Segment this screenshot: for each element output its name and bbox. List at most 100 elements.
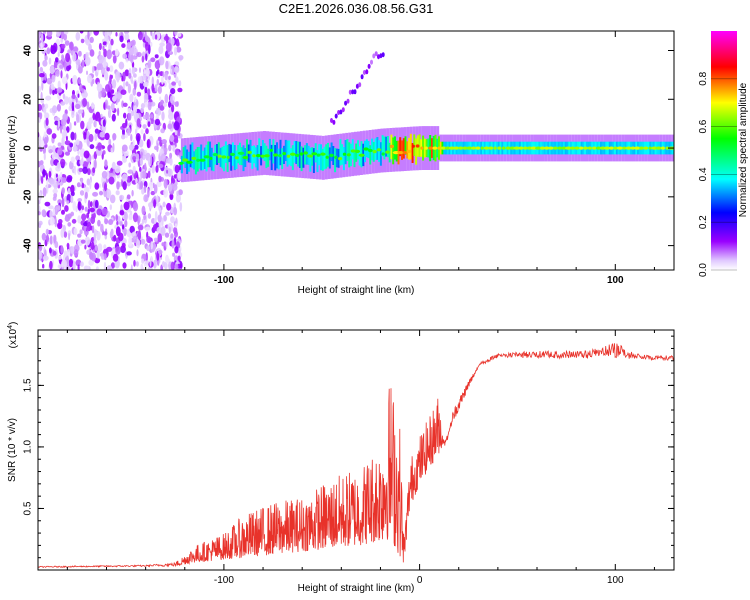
heatmap-cell — [119, 210, 125, 216]
heatmap-cell — [401, 140, 403, 160]
heatmap-cell — [230, 152, 235, 156]
heatmap-cell — [108, 31, 112, 37]
heatmap-cell — [174, 246, 179, 254]
heatmap-cell — [126, 251, 132, 256]
heatmap-cell — [72, 46, 79, 52]
heatmap-cell — [115, 214, 118, 222]
heatmap-cell — [42, 187, 47, 197]
heatmap-cell — [392, 137, 395, 165]
heatmap-cell — [54, 120, 59, 126]
heatmap-cell — [174, 129, 178, 136]
heatmap-cell — [171, 178, 176, 184]
heatmap-cell — [142, 153, 146, 161]
heatmap-cell — [77, 264, 80, 270]
heatmap-cell — [63, 231, 68, 238]
heatmap-cell — [246, 139, 248, 161]
heatmap-cell — [153, 184, 158, 194]
heatmap-cell — [159, 96, 162, 101]
heatmap-cell — [103, 102, 106, 110]
heatmap-cell — [80, 38, 85, 44]
heatmap-cell — [557, 146, 562, 150]
heatmap-cell — [178, 161, 184, 165]
heatmap-cell — [74, 132, 77, 141]
heatmap-cell — [97, 142, 103, 151]
heatmap-cell — [339, 139, 342, 166]
heatmap-cell — [587, 146, 593, 150]
heatmap-cell — [126, 127, 131, 136]
heatmap-cell — [256, 145, 259, 171]
heatmap-cell — [376, 148, 382, 152]
heatmap-cell — [173, 46, 178, 56]
heatmap-cell — [39, 160, 44, 166]
heatmap-cell — [217, 154, 222, 158]
heatmap-cell — [79, 190, 85, 196]
heatmap-cell — [176, 41, 180, 47]
heatmap-cell — [51, 74, 56, 83]
heatmap-cell — [252, 154, 256, 158]
heatmap-cell — [108, 138, 112, 146]
heatmap-cell — [150, 156, 153, 165]
heatmap-cell — [288, 140, 291, 165]
heatmap-cell — [574, 146, 580, 150]
heatmap-cell — [122, 157, 127, 163]
heatmap-cell — [386, 136, 389, 158]
heatmap-cell — [50, 158, 55, 167]
heatmap-cell — [116, 160, 123, 166]
heatmap-cell — [226, 155, 230, 159]
heatmap-cell — [153, 259, 157, 269]
heatmap-cell — [76, 139, 80, 146]
heatmap-cell — [161, 217, 164, 227]
heatmap-cell — [609, 146, 614, 150]
heatmap-cell — [122, 80, 126, 91]
heatmap-cell — [82, 98, 88, 107]
heatmap-cell — [57, 52, 60, 57]
heatmap-cell — [334, 155, 338, 159]
heatmap-cell — [73, 249, 79, 257]
heatmap-cell — [60, 228, 65, 238]
heatmap-cell — [57, 255, 62, 260]
heatmap-cell — [72, 74, 78, 85]
heatmap-cell — [341, 107, 345, 113]
heatmap-cell — [154, 210, 158, 221]
heatmap-cell — [91, 102, 95, 110]
heatmap-cell — [48, 149, 53, 154]
heatmap-cell — [88, 43, 92, 52]
heatmap-cell — [82, 166, 88, 174]
heatmap-cell — [73, 121, 77, 126]
heatmap-cell — [158, 45, 164, 55]
colorbar-tick-label: 0.2 — [698, 215, 709, 229]
heatmap-cell — [135, 261, 139, 267]
heatmap-cell — [346, 98, 350, 104]
heatmap-cell — [38, 103, 42, 112]
colorbar-tick-label: 0.6 — [698, 119, 709, 133]
heatmap-cell — [132, 165, 136, 174]
heatmap-cell — [143, 194, 149, 203]
heatmap-cell — [142, 74, 147, 81]
heatmap-cell — [286, 154, 291, 158]
heatmap-cell — [397, 151, 404, 155]
heatmap-cell — [104, 159, 108, 168]
heatmap-cell — [203, 155, 210, 159]
heatmap-cell — [64, 96, 70, 105]
heatmap-cell — [125, 132, 128, 139]
heatmap-cell — [84, 191, 88, 199]
heatmap-cell — [160, 226, 166, 236]
heatmap-cell — [59, 64, 64, 69]
heatmap-cell — [592, 146, 597, 150]
heatmap-cell — [406, 149, 412, 153]
heatmap-cell — [167, 184, 173, 192]
heatmap-cell — [350, 149, 356, 153]
heatmap-cell — [52, 188, 58, 194]
heatmap-cell — [115, 32, 118, 37]
heatmap-cell — [68, 105, 73, 112]
heatmap-cell — [130, 264, 133, 270]
heatmap-cell — [129, 93, 134, 103]
heatmap-cell — [194, 149, 197, 175]
heatmap-cell — [132, 201, 139, 212]
heatmap-cell — [61, 54, 65, 60]
heatmap-cell — [122, 53, 128, 59]
heatmap-cell — [129, 174, 133, 182]
heatmap-cell — [150, 241, 154, 250]
heatmap-cell — [376, 137, 379, 160]
heatmap-cell — [75, 59, 81, 66]
